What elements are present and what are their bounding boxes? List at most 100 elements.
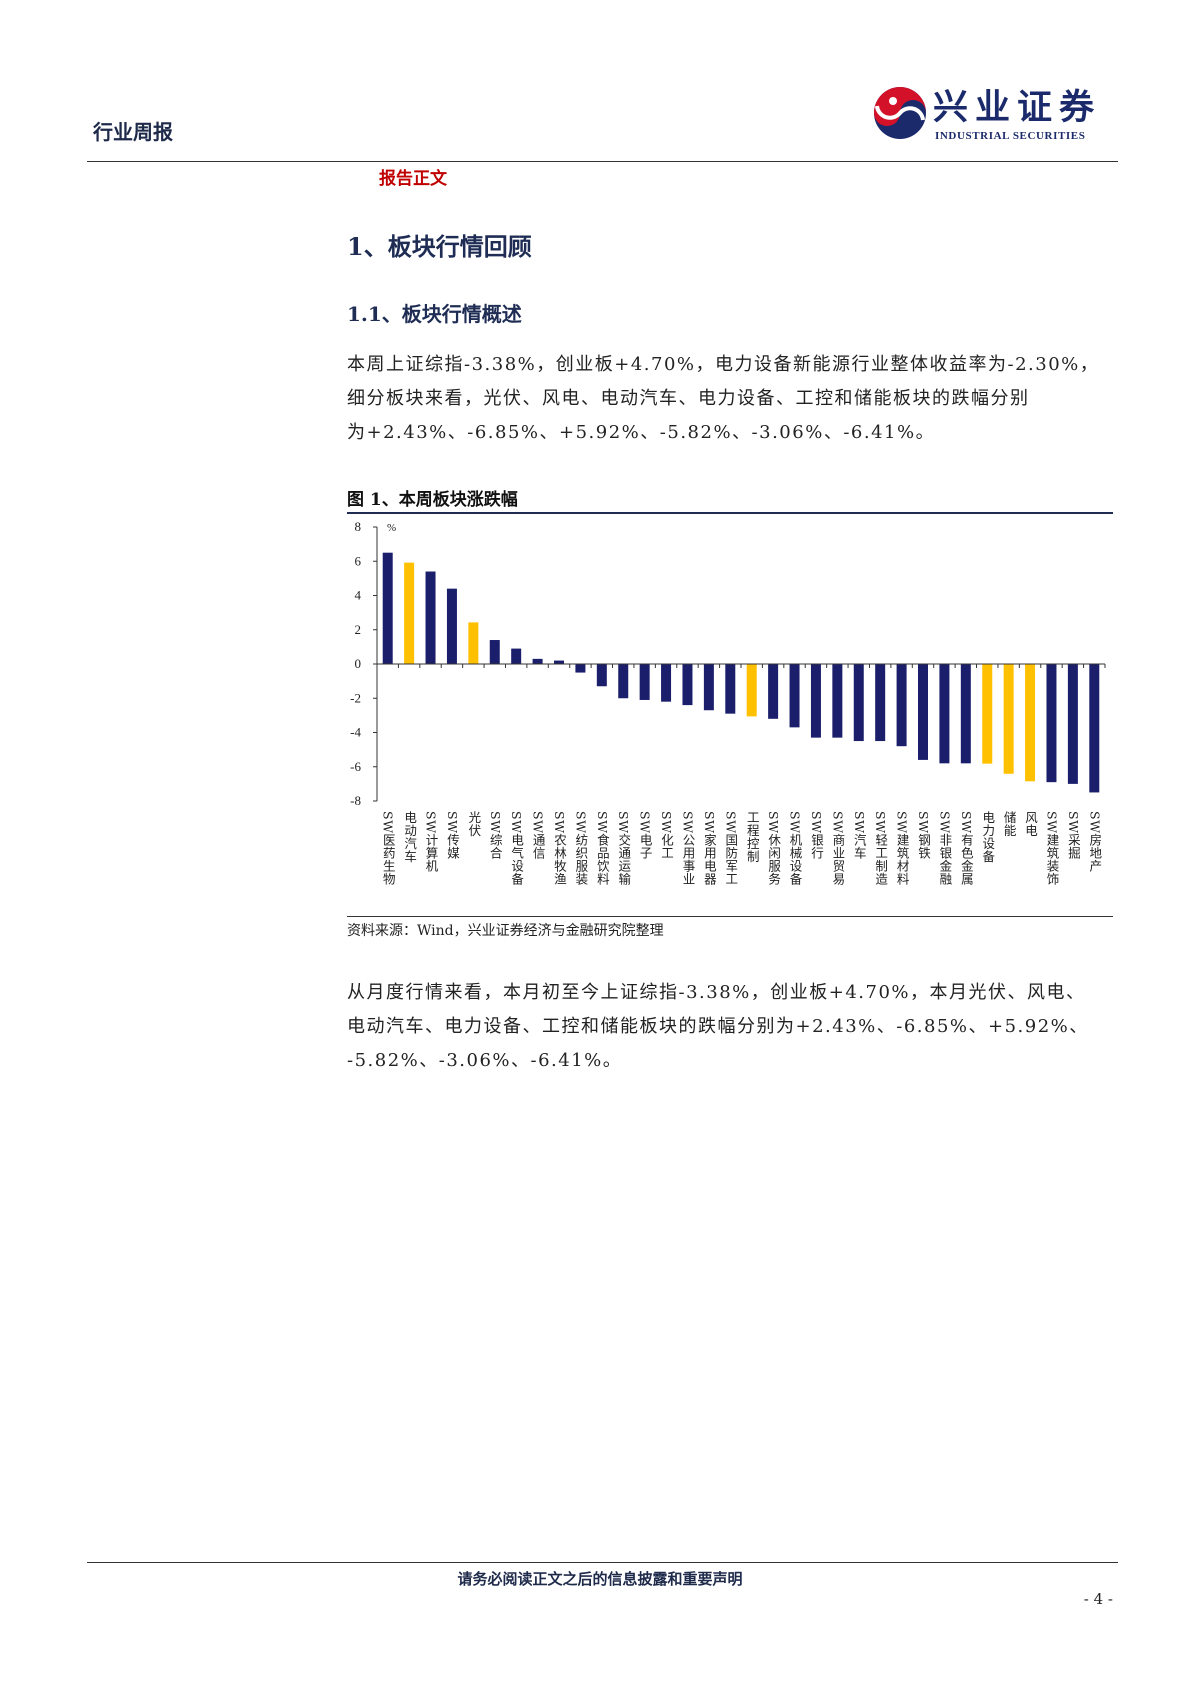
bar bbox=[789, 664, 800, 728]
x-tick-label: SW医药生物 bbox=[380, 811, 396, 886]
x-tick-label: SW综合 bbox=[487, 811, 503, 860]
subsection-heading: 1.1、板块行情概述 bbox=[347, 302, 522, 326]
logo-chinese-name: 兴业证券 bbox=[933, 87, 1102, 128]
figure-title: 图 1、本周板块涨跌幅 bbox=[347, 490, 518, 510]
x-tick-label: SW传媒 bbox=[444, 811, 460, 860]
x-tick-label: 电动汽车 bbox=[402, 811, 418, 863]
y-tick-label: 8 bbox=[355, 519, 362, 534]
bar bbox=[939, 664, 950, 764]
x-tick-label: SW农林牧渔 bbox=[552, 811, 567, 886]
bar bbox=[596, 664, 607, 687]
bar bbox=[425, 571, 436, 664]
x-tick-label: SW电子 bbox=[637, 811, 653, 860]
paragraph-line: -5.82%、-3.06%、-6.41%。 bbox=[347, 1050, 623, 1071]
bar bbox=[1089, 664, 1100, 793]
x-tick-label: SW交通运输 bbox=[616, 811, 632, 886]
paragraph-line: 细分板块来看，光伏、风电、电动汽车、电力设备、工控和储能板块的跌幅分别 bbox=[347, 388, 1030, 409]
bar bbox=[575, 664, 586, 673]
x-tick-label: 储能 bbox=[1001, 811, 1017, 837]
bar bbox=[532, 658, 543, 664]
paragraph-line: 从月度行情来看，本月初至今上证综指-3.38%，创业板+4.70%，本月光伏、风… bbox=[347, 982, 1086, 1003]
footer-divider bbox=[87, 1562, 1118, 1563]
paragraph-line: 电动汽车、电力设备、工控和储能板块的跌幅分别为+2.43%、-6.85%、+5.… bbox=[347, 1016, 1089, 1037]
x-tick-label: 风电 bbox=[1023, 811, 1039, 837]
bar bbox=[703, 664, 714, 711]
x-axis-category-labels: SW医药生物 电动汽车 SW计算机 SW传媒 光伏 SW综合 SW电气设备 SW通信 SW农林牧… bbox=[330, 811, 1120, 911]
x-tick-label: SW建筑材料 bbox=[894, 811, 910, 886]
x-tick-label: SW通信 bbox=[530, 811, 546, 860]
y-tick-label: 0 bbox=[355, 656, 362, 671]
bar bbox=[404, 562, 415, 664]
bar bbox=[1003, 664, 1014, 774]
x-tick-label: SW家用电器 bbox=[701, 811, 717, 886]
x-tick-label: 工程控制 bbox=[744, 811, 760, 863]
sector-change-bar-chart: 8 6 4 2 0 -2 -4 -6 -8% bbox=[350, 519, 1106, 808]
report-type-title: 行业周报 bbox=[93, 120, 173, 144]
bar bbox=[382, 552, 393, 664]
x-tick-label: SW食品饮料 bbox=[594, 811, 610, 886]
bar bbox=[618, 664, 629, 699]
x-tick-label: SW计算机 bbox=[423, 811, 439, 873]
x-tick-label: SW国防军工 bbox=[723, 811, 739, 886]
header-divider bbox=[87, 161, 1118, 162]
y-tick-label: -8 bbox=[350, 793, 361, 808]
logo-emblem-icon bbox=[874, 87, 926, 139]
summary-paragraph: 本周上证综指-3.38%，创业板+4.70%，电力设备新能源行业整体收益率为-2… bbox=[347, 348, 1099, 450]
bar bbox=[554, 660, 564, 664]
bar bbox=[832, 664, 843, 738]
bar bbox=[918, 664, 928, 760]
y-axis-unit-label: % bbox=[387, 522, 396, 534]
figure-source-note: 资料来源：Wind，兴业证券经济与金融研究院整理 bbox=[347, 923, 664, 939]
bar bbox=[661, 664, 672, 702]
paragraph-line: 本周上证综指-3.38%，创业板+4.70%，电力设备新能源行业整体收益率为-2… bbox=[347, 354, 1100, 375]
y-tick-label: 4 bbox=[355, 588, 362, 603]
logo-english-name: INDUSTRIAL SECURITIES bbox=[935, 130, 1086, 142]
x-tick-label: SW采掘 bbox=[1065, 811, 1081, 860]
figure-bottom-rule bbox=[347, 916, 1113, 917]
bar bbox=[853, 664, 864, 742]
x-tick-label: 电力设备 bbox=[980, 811, 996, 863]
bar bbox=[810, 664, 821, 738]
x-tick-label: SW建筑装饰 bbox=[1044, 811, 1060, 886]
x-tick-label: 光伏 bbox=[466, 811, 482, 837]
bar bbox=[639, 664, 650, 700]
bar bbox=[725, 664, 736, 714]
bar bbox=[1046, 664, 1057, 783]
x-tick-label: SW电气设备 bbox=[509, 811, 525, 886]
x-tick-label: SW有色金属 bbox=[958, 811, 974, 886]
x-tick-label: SW钢铁 bbox=[916, 811, 931, 860]
x-tick-label: SW商业贸易 bbox=[830, 811, 846, 886]
bar bbox=[982, 664, 993, 764]
y-tick-label: -4 bbox=[350, 725, 361, 740]
bar bbox=[682, 664, 693, 706]
x-tick-label: SW非银金融 bbox=[937, 811, 953, 886]
x-tick-label: SW轻工制造 bbox=[873, 811, 889, 886]
x-tick-label: SW纺织服装 bbox=[573, 811, 589, 886]
y-tick-label: 2 bbox=[355, 622, 362, 637]
y-tick-label: -6 bbox=[350, 759, 361, 774]
page-number: - 4 - bbox=[1083, 1590, 1113, 1608]
y-tick-label: -2 bbox=[350, 690, 361, 705]
bar bbox=[489, 640, 500, 664]
company-logo: 兴业证券 INDUSTRIAL SECURITIES bbox=[873, 86, 1118, 146]
y-tick-label: 6 bbox=[355, 553, 362, 568]
bar bbox=[960, 664, 971, 764]
paragraph-line: 为+2.43%、-6.85%、+5.92%、-5.82%、-3.06%、-6.4… bbox=[347, 422, 936, 443]
bar bbox=[746, 664, 757, 717]
x-tick-label: SW公用事业 bbox=[680, 811, 696, 886]
section-label: 报告正文 bbox=[379, 169, 447, 189]
bar bbox=[511, 648, 522, 664]
x-tick-label: SW休闲服务 bbox=[766, 811, 782, 886]
bar bbox=[896, 664, 907, 747]
x-tick-label: SW汽车 bbox=[851, 811, 867, 860]
bar bbox=[446, 588, 457, 664]
x-tick-label: SW银行 bbox=[808, 811, 824, 860]
bar bbox=[875, 664, 886, 742]
section-heading: 1、板块行情回顾 bbox=[347, 232, 532, 261]
x-tick-label: SW化工 bbox=[659, 811, 675, 860]
footer-disclaimer: 请务必阅读正文之后的信息披露和重要声明 bbox=[457, 1570, 743, 1588]
x-tick-label: SW房地产 bbox=[1087, 811, 1103, 873]
figure-top-rule bbox=[347, 512, 1113, 514]
bar bbox=[1025, 664, 1036, 782]
bar bbox=[468, 622, 479, 664]
